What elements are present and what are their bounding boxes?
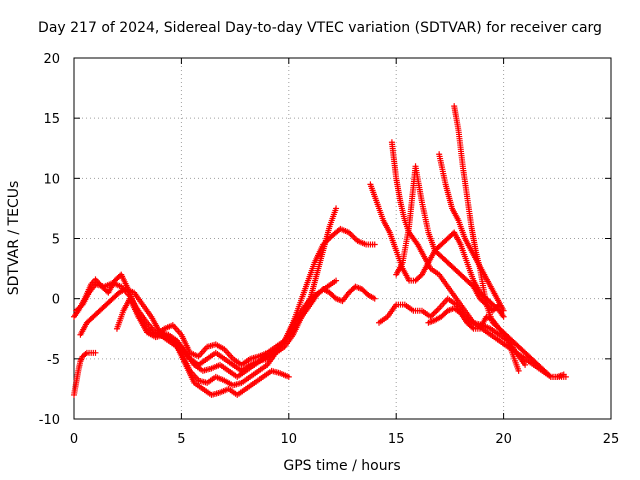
y-tick-label: 10 <box>43 172 60 187</box>
chart-title: Day 217 of 2024, Sidereal Day-to-day VTE… <box>38 20 602 36</box>
data-point <box>501 330 508 337</box>
series-arc-9 <box>393 163 503 314</box>
axis-tick-labels: 0 5 10 15 20 25 -10 -5 0 5 10 15 20 <box>39 52 620 447</box>
x-tick-label: 0 <box>70 432 78 447</box>
x-tick-label: 10 <box>281 432 298 447</box>
y-tick-label: 0 <box>52 293 60 308</box>
data-point <box>546 372 553 379</box>
y-tick-label: 20 <box>43 52 60 67</box>
x-tick-label: 5 <box>177 432 185 447</box>
data-point <box>469 324 476 331</box>
y-tick-label: 15 <box>43 112 60 127</box>
data-point <box>500 313 507 320</box>
data-point <box>560 371 567 378</box>
series-arc-10 <box>436 151 507 314</box>
x-tick-label: 25 <box>603 432 620 447</box>
y-tick-label: -5 <box>47 353 60 368</box>
y-axis-label: SDTVAR / TECUs <box>6 181 22 296</box>
series-arc-5 <box>156 331 292 398</box>
data-point <box>371 295 378 302</box>
data-point <box>500 307 507 314</box>
data-point <box>515 367 522 374</box>
data-point <box>285 373 292 380</box>
y-tick-label: 5 <box>52 233 60 248</box>
data-point <box>333 205 340 212</box>
series-arc-4 <box>113 277 340 389</box>
data-point <box>92 349 99 356</box>
series-arc-13 <box>425 305 522 374</box>
data-series <box>71 103 569 398</box>
data-point <box>333 277 340 284</box>
series-arc-6 <box>71 349 99 398</box>
x-tick-label: 15 <box>388 432 405 447</box>
axis-ticks <box>73 57 612 420</box>
data-point <box>522 361 529 368</box>
x-axis-label: GPS time / hours <box>283 458 400 474</box>
series-arc-11 <box>451 103 567 380</box>
x-tick-label: 20 <box>495 432 512 447</box>
data-point <box>371 241 378 248</box>
y-tick-label: -10 <box>39 413 60 428</box>
